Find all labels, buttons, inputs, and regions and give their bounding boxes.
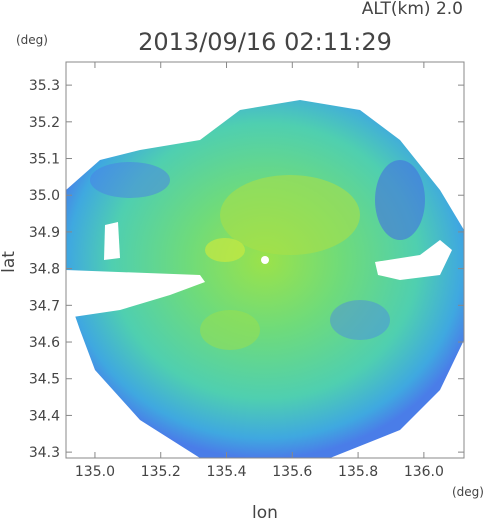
x-tick-label: 135.4: [206, 464, 246, 480]
y-tick-label: 35.2: [29, 115, 60, 131]
y-tick-label: 34.8: [29, 262, 60, 278]
radar-echo: [66, 100, 464, 458]
y-tick-label: 35.1: [29, 152, 60, 168]
y-axis-label: lat: [0, 251, 19, 273]
x-tick-label: 136.0: [404, 464, 444, 480]
x-tick-label: 135.6: [272, 464, 312, 480]
y-tick-label: 35.3: [29, 78, 60, 94]
y-unit: (deg): [16, 33, 48, 47]
y-tick-label: 34.5: [29, 372, 60, 388]
x-tick-label: 135.0: [75, 464, 115, 480]
x-tick-label: 135.8: [338, 464, 378, 480]
y-tick-label: 34.3: [29, 445, 60, 461]
x-tick-label: 135.2: [141, 464, 181, 480]
y-tick-label: 34.6: [29, 335, 60, 351]
y-tick-label: 34.7: [29, 298, 60, 314]
altitude-label: ALT(km) 2.0: [362, 0, 463, 19]
title: 2013/09/16 02:11:29: [138, 28, 392, 56]
ticks: 135.0 135.2 135.4 135.6 135.8 136.0 34.3 34.4 34…: [29, 62, 464, 480]
y-tick-label: 34.4: [29, 408, 60, 424]
x-axis-label: lon: [252, 503, 278, 521]
y-tick-label: 34.9: [29, 225, 60, 241]
plot-frame: [65, 61, 465, 459]
x-unit: (deg): [452, 485, 484, 499]
y-tick-label: 35.0: [29, 188, 60, 204]
